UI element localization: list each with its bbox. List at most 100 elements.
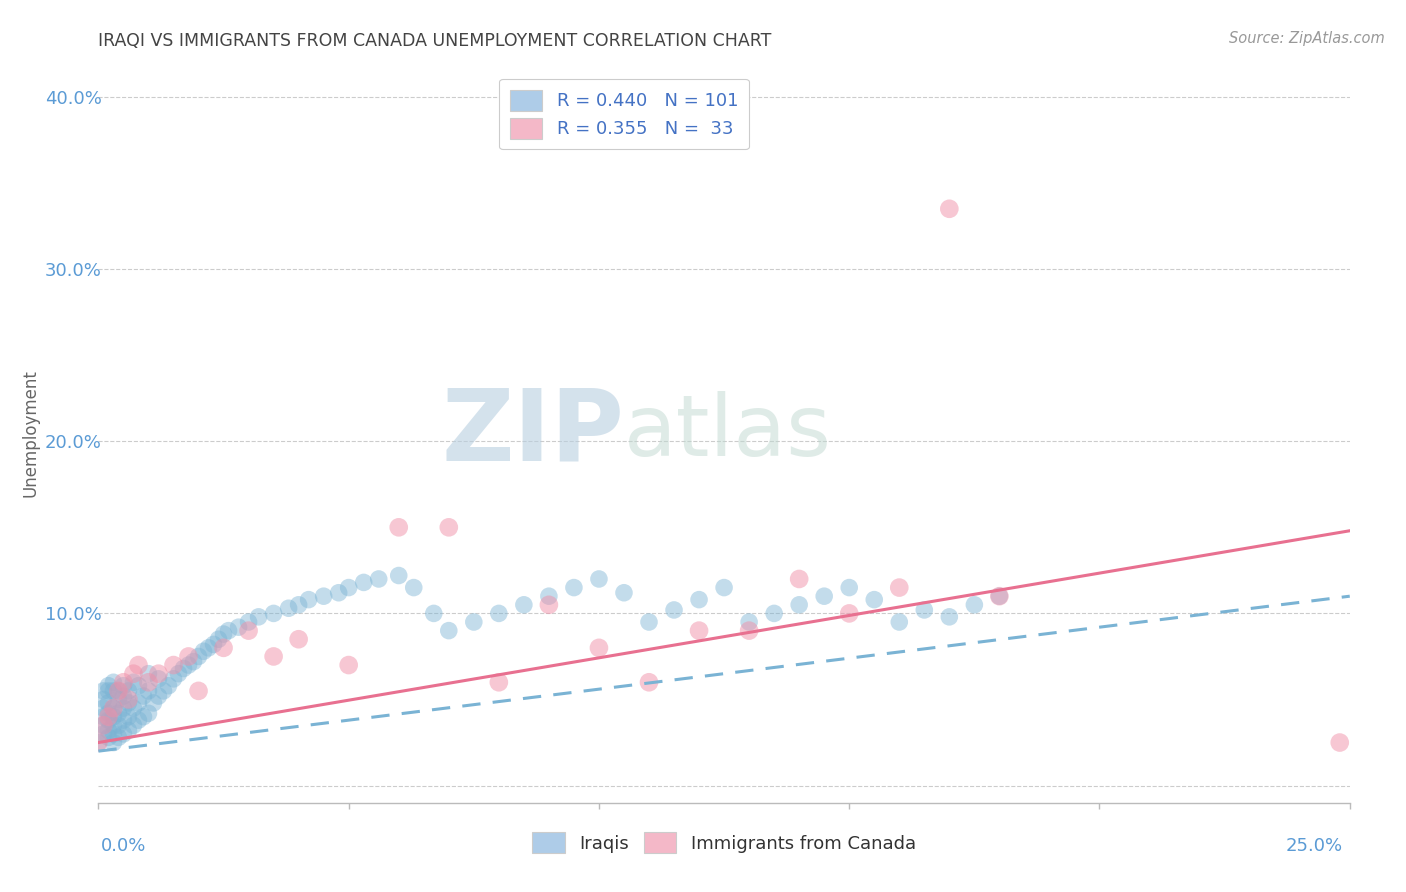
Point [187,684,209,698]
Point [87,735,110,749]
Point [562,581,585,595]
Point [117,696,139,710]
Point [613,586,636,600]
Point [112,727,135,741]
Point [93,684,115,698]
Point [863,592,886,607]
Point [337,581,360,595]
Point [787,572,810,586]
Point [787,598,810,612]
Point [197,640,219,655]
Point [488,675,510,690]
Point [142,696,165,710]
Point [312,589,335,603]
Point [287,598,309,612]
Point [328,586,350,600]
Point [103,684,125,698]
Point [162,672,184,686]
Point [103,675,125,690]
Point [183,655,205,669]
Point [588,572,610,586]
Point [152,684,174,698]
Point [938,202,960,216]
Point [97,706,120,721]
Point [117,723,139,738]
Point [103,709,125,723]
Point [662,603,685,617]
Point [388,520,411,534]
Point [247,610,270,624]
Point [107,684,129,698]
Point [988,589,1011,603]
Point [138,706,160,721]
Point [537,589,560,603]
Point [162,658,184,673]
Point [277,601,299,615]
Point [107,718,129,732]
Point [193,644,215,658]
Point [103,718,125,732]
Point [122,701,145,715]
Point [93,709,115,723]
Point [122,675,145,690]
Point [263,607,285,621]
Point [813,589,835,603]
Point [938,610,960,624]
Point [97,709,120,723]
Text: IRAQI VS IMMIGRANTS FROM CANADA UNEMPLOYMENT CORRELATION CHART: IRAQI VS IMMIGRANTS FROM CANADA UNEMPLOY… [98,32,772,50]
Point [688,624,710,638]
Point [437,624,460,638]
Point [127,713,149,727]
Point [423,607,446,621]
Point [107,706,129,721]
Point [148,666,170,681]
Point [148,672,170,686]
Point [127,658,149,673]
Point [912,603,935,617]
Point [107,684,129,698]
Point [93,701,115,715]
Point [353,575,375,590]
Point [988,589,1011,603]
Text: 25.0%: 25.0% [1285,837,1343,855]
Point [127,679,149,693]
Point [287,632,309,647]
Point [112,701,135,715]
Point [763,607,786,621]
Point [638,615,661,629]
Point [298,592,321,607]
Point [367,572,389,586]
Point [177,649,200,664]
Text: ZIP: ZIP [441,384,624,481]
Point [889,581,911,595]
Point [738,624,761,638]
Point [97,723,120,738]
Point [148,689,170,703]
Point [1329,735,1351,749]
Point [127,696,149,710]
Point [838,581,860,595]
Point [889,615,911,629]
Point [93,727,115,741]
Point [138,684,160,698]
Point [588,640,610,655]
Point [212,640,235,655]
Point [97,713,120,727]
Point [93,718,115,732]
Point [513,598,536,612]
Point [103,701,125,715]
Point [713,581,735,595]
Point [122,718,145,732]
Point [463,615,485,629]
Point [112,675,135,690]
Point [177,658,200,673]
Point [157,679,180,693]
Point [138,666,160,681]
Text: 0.0%: 0.0% [101,837,146,855]
Point [167,666,190,681]
Point [263,649,285,664]
Point [437,520,460,534]
Point [488,607,510,621]
Point [963,598,986,612]
Point [132,709,155,723]
